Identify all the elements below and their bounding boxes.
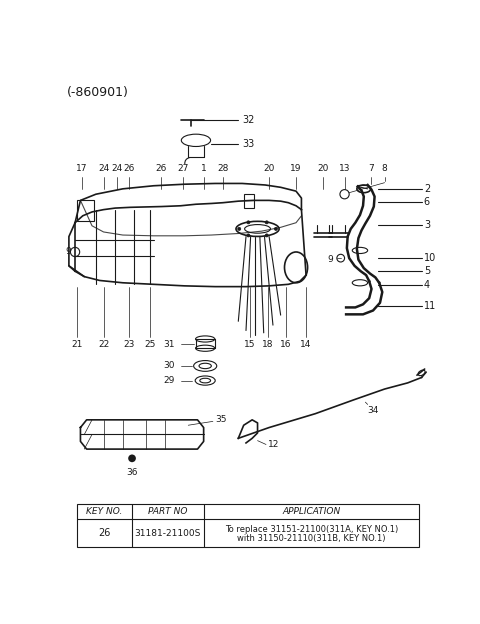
Circle shape bbox=[128, 454, 136, 462]
Circle shape bbox=[247, 221, 250, 224]
Text: 25: 25 bbox=[144, 339, 156, 349]
Bar bbox=[244, 194, 254, 208]
Text: 12: 12 bbox=[267, 440, 279, 449]
Text: KEY NO.: KEY NO. bbox=[86, 507, 122, 516]
Text: 8: 8 bbox=[382, 165, 387, 173]
Text: 31: 31 bbox=[164, 340, 175, 349]
Text: 27: 27 bbox=[177, 165, 189, 173]
Text: APPLICATION: APPLICATION bbox=[282, 507, 341, 516]
Text: 20: 20 bbox=[264, 165, 275, 173]
Text: PART NO: PART NO bbox=[148, 507, 188, 516]
Text: 36: 36 bbox=[126, 467, 138, 477]
Text: 24: 24 bbox=[98, 165, 109, 173]
Text: 16: 16 bbox=[280, 339, 292, 349]
Text: 15: 15 bbox=[244, 339, 255, 349]
Text: 34: 34 bbox=[368, 406, 379, 415]
Text: 33: 33 bbox=[242, 139, 254, 149]
Text: 10: 10 bbox=[424, 253, 436, 263]
Bar bbox=[77, 504, 419, 547]
Text: 9: 9 bbox=[65, 248, 71, 256]
Text: 21: 21 bbox=[71, 339, 82, 349]
Text: 9: 9 bbox=[327, 255, 333, 264]
Bar bbox=[77, 200, 94, 221]
Text: 17: 17 bbox=[76, 165, 88, 173]
Text: 5: 5 bbox=[424, 266, 430, 276]
Text: 22: 22 bbox=[98, 339, 109, 349]
Text: 11: 11 bbox=[424, 301, 436, 311]
Text: 1: 1 bbox=[201, 165, 206, 173]
Text: 4: 4 bbox=[424, 280, 430, 290]
Text: 20: 20 bbox=[317, 165, 329, 173]
Text: 6: 6 bbox=[424, 197, 430, 207]
Text: 23: 23 bbox=[123, 339, 135, 349]
Text: 26: 26 bbox=[156, 165, 167, 173]
Text: 13: 13 bbox=[339, 165, 350, 173]
Text: 30: 30 bbox=[164, 361, 175, 371]
Text: with 31150-21110(311B, KEY NO.1): with 31150-21110(311B, KEY NO.1) bbox=[237, 534, 386, 543]
Circle shape bbox=[247, 234, 250, 237]
Circle shape bbox=[275, 227, 277, 230]
Text: 2: 2 bbox=[424, 184, 430, 194]
Text: To replace 31151-21100(311A, KEY NO.1): To replace 31151-21100(311A, KEY NO.1) bbox=[225, 525, 398, 534]
Text: 26: 26 bbox=[123, 165, 135, 173]
Text: 35: 35 bbox=[215, 416, 227, 424]
Text: 26: 26 bbox=[98, 528, 110, 538]
Circle shape bbox=[238, 227, 241, 230]
Circle shape bbox=[265, 234, 268, 237]
Text: 29: 29 bbox=[164, 376, 175, 385]
Text: 18: 18 bbox=[262, 339, 273, 349]
Text: 31181-21100S: 31181-21100S bbox=[135, 529, 201, 537]
Text: 24: 24 bbox=[111, 165, 122, 173]
Text: 14: 14 bbox=[300, 339, 312, 349]
Text: 7: 7 bbox=[368, 165, 373, 173]
Text: 28: 28 bbox=[217, 165, 228, 173]
Circle shape bbox=[265, 221, 268, 224]
Text: 3: 3 bbox=[424, 220, 430, 230]
Text: 19: 19 bbox=[290, 165, 302, 173]
Text: (-860901): (-860901) bbox=[67, 85, 129, 99]
Text: 32: 32 bbox=[242, 115, 254, 125]
